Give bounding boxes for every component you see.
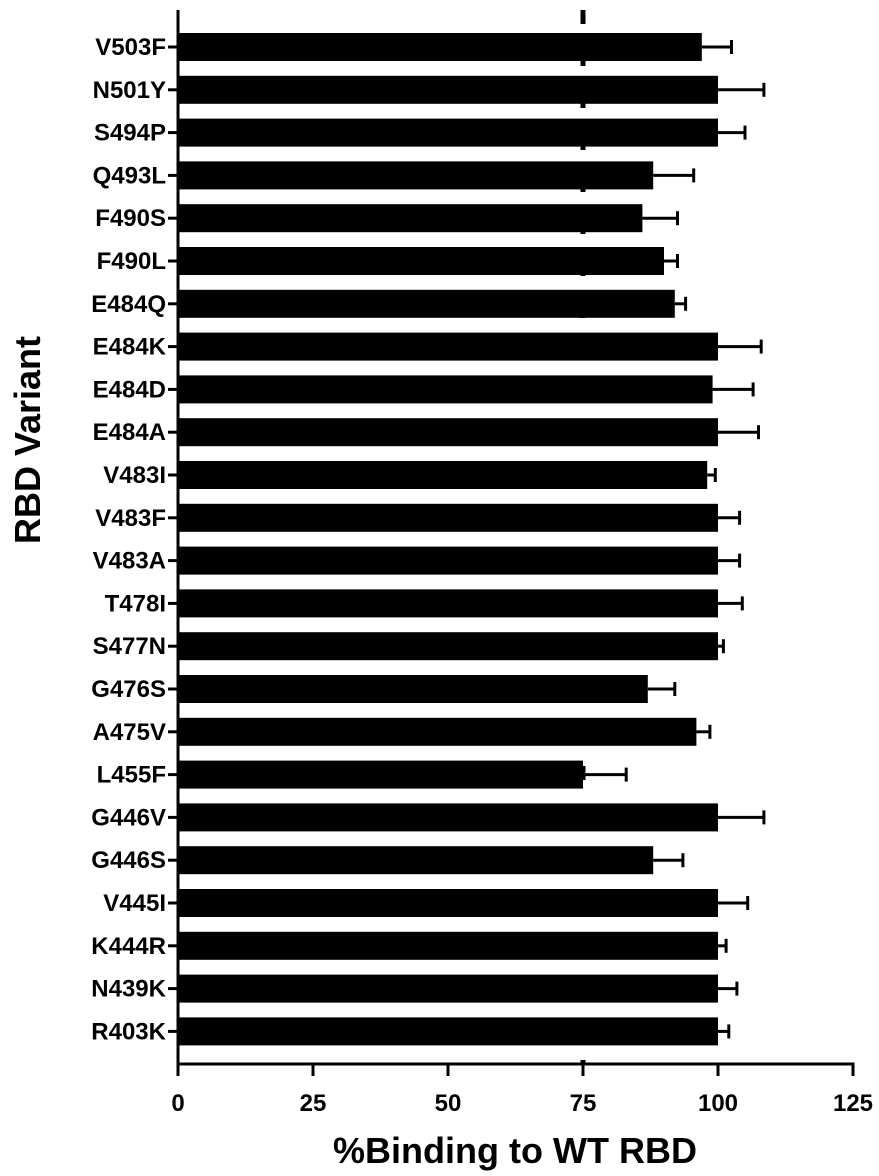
y-tick-label-g446v: G446V xyxy=(91,804,166,831)
y-tick-label-n501y: N501Y xyxy=(93,77,166,104)
bar-e484q xyxy=(178,289,675,318)
x-tick-label-0: 0 xyxy=(171,1090,184,1117)
y-tick-label-e484k: E484K xyxy=(93,334,167,361)
bar-t478i xyxy=(178,589,718,618)
y-axis-title: RBD Variant xyxy=(7,336,48,544)
bar-l455f xyxy=(178,760,583,789)
bar-k444r xyxy=(178,931,718,960)
labels-group: V503F N501Y S494P Q493L F490S F490L E484Q E484K… xyxy=(91,34,873,1117)
y-tick-label-s494p: S494P xyxy=(94,120,166,147)
y-tick-label-r403k: R403K xyxy=(91,1018,166,1045)
bar-r403k xyxy=(178,1017,718,1046)
bar-v445i xyxy=(178,889,718,917)
bar-e484k xyxy=(178,332,718,361)
bar-n501y xyxy=(178,75,718,104)
bar-s494p xyxy=(178,118,718,147)
y-tick-label-f490l: F490L xyxy=(97,248,166,275)
bar-q493l xyxy=(178,161,654,190)
bar-g446s xyxy=(178,846,654,875)
y-tick-label-e484q: E484Q xyxy=(91,291,166,318)
x-tick-label-125: 125 xyxy=(833,1090,873,1117)
bar-v483a xyxy=(178,546,718,575)
y-tick-label-v445i: V445I xyxy=(103,890,166,917)
bar-g476s xyxy=(178,675,648,703)
y-tick-label-v483a: V483A xyxy=(93,548,166,575)
y-tick-label-f490s: F490S xyxy=(95,205,166,232)
bar-f490s xyxy=(178,204,643,233)
axes-group xyxy=(168,10,855,1076)
x-tick-label-50: 50 xyxy=(435,1090,462,1117)
x-axis-title: %Binding to WT RBD xyxy=(333,1130,697,1171)
y-tick-label-s477n: S477N xyxy=(93,633,166,660)
y-tick-label-n439k: N439K xyxy=(91,976,166,1003)
y-tick-label-v483i: V483I xyxy=(103,462,166,489)
bar-v503f xyxy=(178,33,702,61)
y-tick-label-t478i: T478I xyxy=(105,590,166,617)
bar-e484d xyxy=(178,375,713,404)
error-bars-group xyxy=(583,40,766,1039)
y-tick-label-e484d: E484D xyxy=(93,376,166,403)
bar-v483i xyxy=(178,461,708,489)
bar-e484a xyxy=(178,418,718,447)
bars-group xyxy=(178,33,718,1046)
y-tick-label-g476s: G476S xyxy=(91,676,166,703)
y-tick-label-v503f: V503F xyxy=(95,34,166,61)
y-tick-label-k444r: K444R xyxy=(91,933,166,960)
x-tick-label-25: 25 xyxy=(300,1090,327,1117)
y-tick-label-l455f: L455F xyxy=(97,762,166,789)
y-tick-label-a475v: A475V xyxy=(93,719,166,746)
y-tick-label-g446s: G446S xyxy=(91,847,166,874)
bar-f490l xyxy=(178,247,664,275)
bar-a475v xyxy=(178,717,697,746)
bar-s477n xyxy=(178,632,718,661)
bar-g446v xyxy=(178,803,718,832)
y-tick-label-e484a: E484A xyxy=(93,419,166,446)
x-tick-label-100: 100 xyxy=(698,1090,738,1117)
y-tick-label-q493l: Q493L xyxy=(93,162,166,189)
x-tick-label-75: 75 xyxy=(570,1090,597,1117)
bar-n439k xyxy=(178,974,718,1003)
bar-v483f xyxy=(178,503,718,532)
y-tick-label-v483f: V483F xyxy=(95,505,166,532)
